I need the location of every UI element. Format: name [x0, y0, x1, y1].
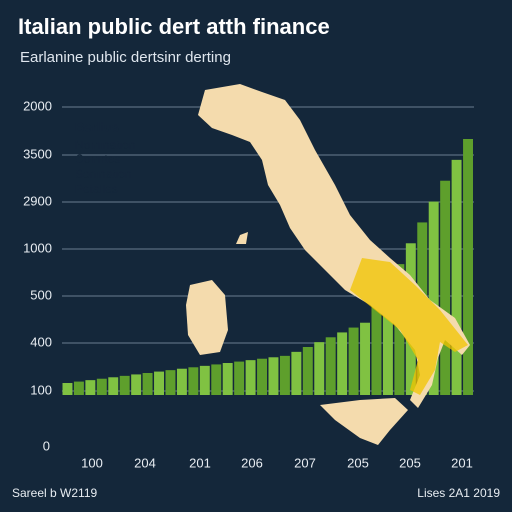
bar: [382, 285, 393, 395]
y-label: 400: [30, 334, 52, 349]
bar: [62, 383, 73, 395]
bar: [222, 363, 233, 395]
bar: [73, 381, 84, 395]
map: [186, 84, 470, 445]
bar: [348, 327, 359, 395]
bar: [360, 322, 370, 395]
bar: [142, 373, 153, 395]
bar: [245, 360, 256, 395]
legend-item: Nomination: [75, 138, 136, 152]
x-axis-labels: 100 204 201 206 207 205 205 201: [81, 455, 473, 470]
bar: [96, 378, 107, 395]
y-label: 3500: [23, 146, 52, 161]
y-label: 1000: [23, 240, 52, 255]
legend-item: Sonination: [75, 167, 132, 181]
bar: [371, 305, 382, 395]
bar: [108, 377, 119, 395]
x-label: 201: [189, 455, 211, 470]
bar: [199, 365, 210, 395]
bar: [165, 370, 176, 395]
bar: [131, 374, 142, 395]
y-label: 2000: [23, 98, 52, 113]
bar: [314, 342, 325, 395]
x-label: 100: [81, 455, 103, 470]
bar: [188, 367, 199, 395]
bar: [85, 380, 96, 395]
bar: [337, 332, 348, 395]
x-label: 206: [241, 455, 263, 470]
y-label: 0: [43, 438, 50, 453]
legend-item: Petalles: [75, 182, 118, 196]
bar: [451, 159, 462, 395]
x-label: 204: [134, 455, 156, 470]
x-label: 205: [347, 455, 369, 470]
highlight-region: [350, 258, 468, 395]
sardinia: [186, 280, 228, 355]
y-label: 2900: [23, 193, 52, 208]
bar: [428, 201, 439, 395]
y-label: 500: [30, 287, 52, 302]
y-label: 100: [30, 382, 52, 397]
bar: [325, 337, 336, 395]
bar: [463, 139, 473, 395]
legend-title: Berlius: [75, 119, 119, 134]
bar: [119, 375, 130, 395]
bar: [291, 351, 302, 395]
bar: [176, 368, 187, 395]
title: Italian public dert atth finance: [18, 14, 330, 39]
bar: [257, 358, 267, 395]
x-label: 201: [451, 455, 473, 470]
x-label: 205: [399, 455, 421, 470]
bar: [279, 355, 290, 395]
subtitle: Earlanine public dertsinr derting: [20, 49, 231, 66]
bar: [302, 347, 313, 395]
bar: [154, 371, 164, 395]
island: [236, 232, 248, 244]
sicily: [320, 398, 408, 445]
footer-left: Sareel b W2119: [12, 486, 97, 500]
bar: [234, 361, 245, 395]
bar: [440, 180, 451, 395]
x-label: 207: [294, 455, 316, 470]
bar: [268, 357, 279, 395]
legend-item: Comrtes: [75, 152, 120, 166]
footer-right: Lises 2A1 2019: [417, 486, 500, 500]
bar: [211, 364, 222, 395]
